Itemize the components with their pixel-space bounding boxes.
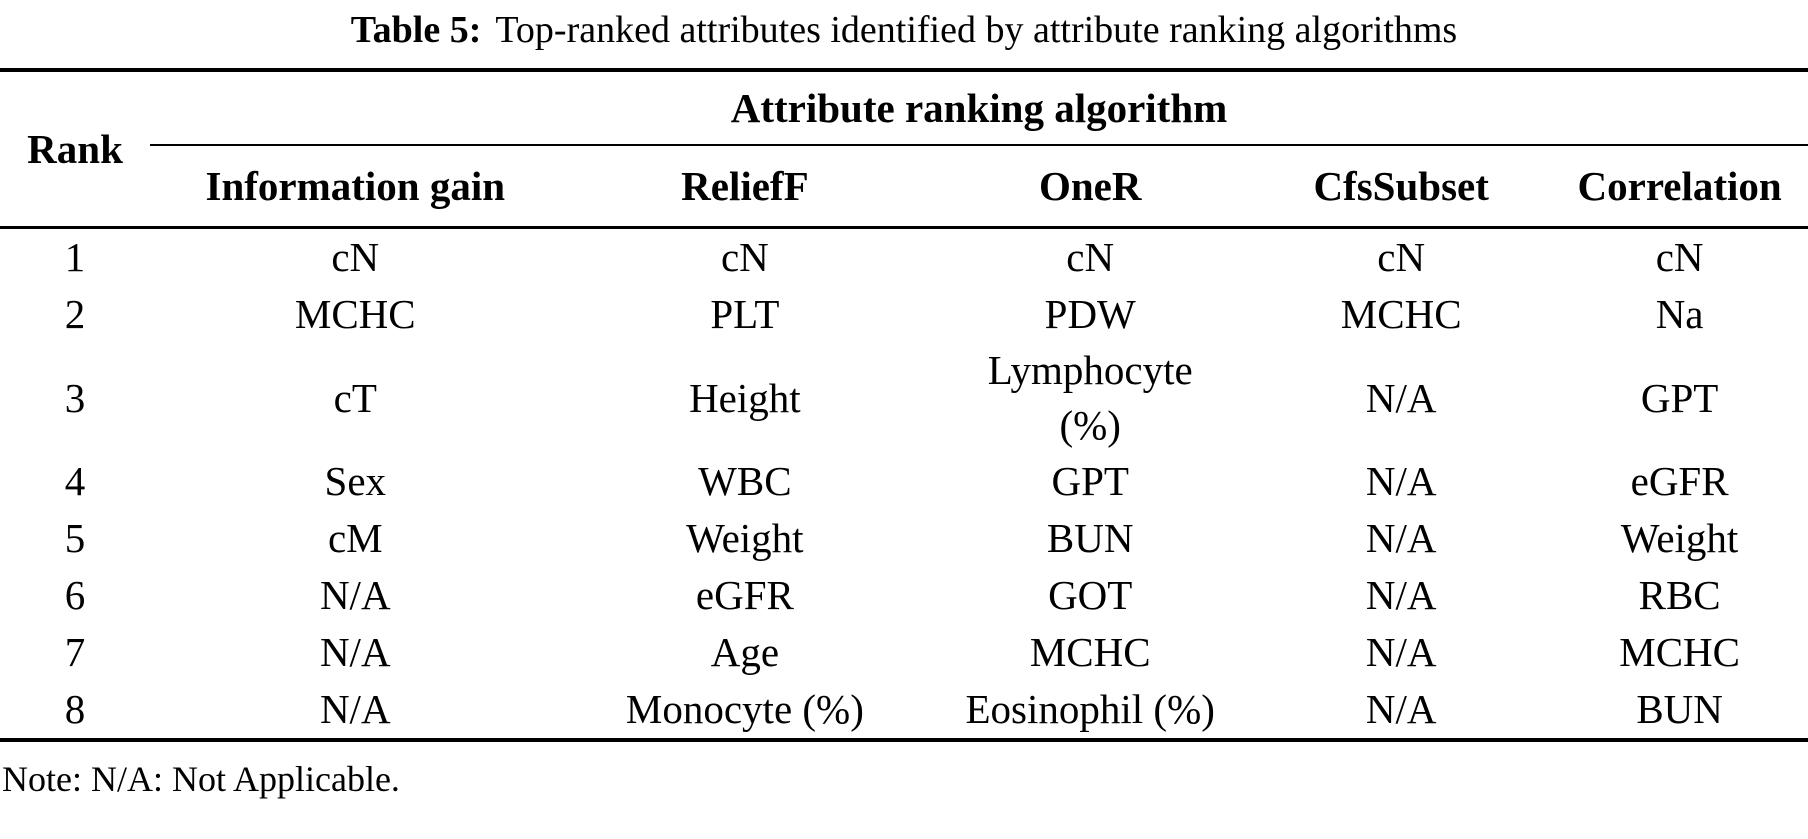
rank-cell: 6 (64, 572, 86, 618)
table-cell: cN (1066, 234, 1115, 280)
rank-cell: 1 (64, 234, 86, 280)
table-cell: BUN (1636, 686, 1723, 732)
table-cell: N/A (1365, 572, 1437, 618)
table-cell: MCHC (1619, 629, 1740, 675)
table-cell: cN (1377, 234, 1426, 280)
table-cell: cT (333, 374, 377, 421)
table-row: 5 cM Weight BUN N/A Weight (0, 510, 1808, 567)
rank-cell: 8 (64, 686, 86, 732)
table-caption-text: Top-ranked attributes identified by attr… (495, 9, 1458, 51)
table-cell: N/A (319, 629, 391, 675)
table-cell: cN (1655, 234, 1704, 280)
table-cell: cN (720, 234, 769, 280)
table-cell: N/A (1365, 686, 1437, 732)
table-caption: Table 5: Top-ranked attributes identified… (0, 0, 1808, 68)
table-cell: MCHC (1029, 629, 1151, 675)
column-header-rank: Rank (0, 70, 151, 229)
rank-cell: 4 (64, 458, 86, 504)
column-header-oner: OneR (929, 145, 1252, 229)
table-cell: WBC (698, 458, 792, 504)
rank-cell: 7 (64, 629, 86, 675)
column-header-information-gain: Information gain (150, 145, 561, 229)
table-cell: N/A (319, 686, 391, 732)
table-cell: Eosinophil (%) (965, 686, 1215, 732)
table-caption-label: Table 5: (350, 9, 482, 51)
table-cell: GPT (1051, 458, 1129, 504)
table-cell: Monocyte (%) (625, 686, 864, 732)
table-cell: N/A (1365, 458, 1437, 504)
table-cell: Age (710, 629, 780, 675)
table-cell: eGFR (695, 572, 794, 618)
header-group-row: Rank Attribute ranking algorithm (0, 70, 1808, 229)
table-cell: Weight (1620, 515, 1739, 561)
attribute-ranking-table: Rank Attribute ranking algorithm Informa… (0, 68, 1808, 742)
table-cell: Weight (686, 515, 804, 561)
table-cell: Na (1655, 291, 1704, 337)
table-cell: N/A (319, 572, 391, 618)
table-cell: PDW (1044, 291, 1136, 337)
table-cell: cN (331, 234, 380, 280)
column-header-correlation: Correlation (1551, 145, 1808, 229)
table-cell: N/A (1365, 629, 1437, 675)
column-header-relieff: ReliefF (560, 145, 930, 229)
table-row: 1 cN cN cN cN cN (0, 228, 1808, 287)
table-row: 3 cT Height Lymphocyte (%) N/A GPT (0, 343, 1808, 453)
table-row: 6 N/A eGFR GOT N/A RBC (0, 567, 1808, 624)
table-cell: MCHC (294, 291, 416, 337)
column-header-cfssubset: CfsSubset (1251, 145, 1552, 229)
table-cell: Lymphocyte (%) (987, 347, 1193, 448)
table-row: 2 MCHC PLT PDW MCHC Na (0, 286, 1808, 343)
table-cell: eGFR (1630, 458, 1729, 504)
table-row: 7 N/A Age MCHC N/A MCHC (0, 624, 1808, 681)
header-sub-row: Information gain ReliefF OneR CfsSubset … (0, 145, 1808, 229)
table-cell: MCHC (1340, 291, 1462, 337)
table-cell: GPT (1640, 374, 1719, 421)
table-row: 4 Sex WBC GPT N/A eGFR (0, 453, 1808, 510)
table-cell: GOT (1048, 572, 1133, 618)
table-row: 8 N/A Monocyte (%) Eosinophil (%) N/A BU… (0, 681, 1808, 740)
table-cell: N/A (1365, 374, 1437, 421)
table-cell: Sex (324, 458, 387, 504)
table-cell: Height (689, 374, 801, 421)
rank-cell: 5 (64, 515, 86, 561)
table-cell: N/A (1365, 515, 1437, 561)
table-cell: PLT (710, 291, 780, 337)
table-note: Note: N/A: Not Applicable. (2, 759, 400, 799)
table-cell: cM (327, 515, 383, 561)
rank-cell: 2 (64, 291, 86, 337)
table-cell: BUN (1046, 515, 1134, 561)
rank-cell: 3 (64, 374, 86, 421)
table-cell: RBC (1638, 572, 1721, 618)
group-header-attribute-ranking-algorithm: Attribute ranking algorithm (150, 70, 1808, 146)
